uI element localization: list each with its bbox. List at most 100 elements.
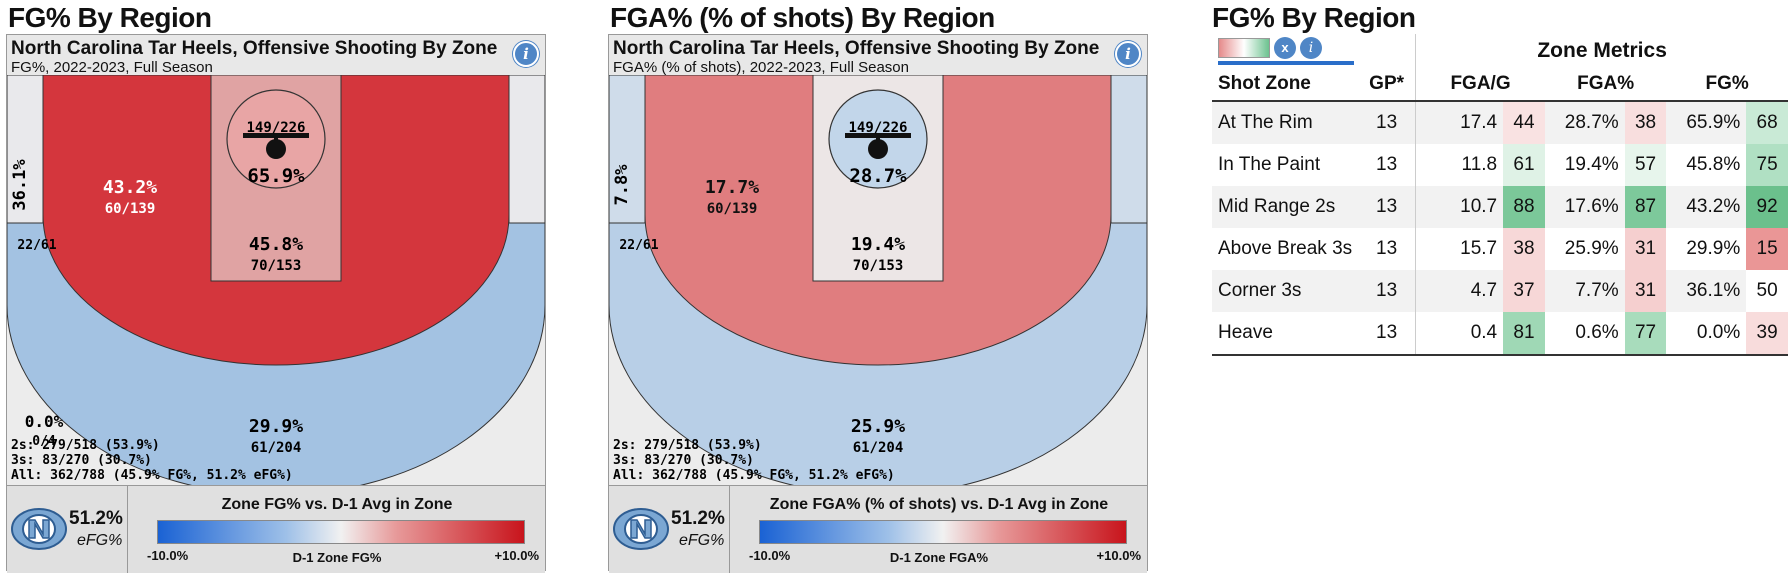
heave-pct-label: 0.0% bbox=[25, 412, 64, 431]
mid-pct-label: 43.2% bbox=[103, 177, 157, 198]
heave-frac-label: 0/4 bbox=[32, 434, 56, 449]
row-zone-cell: Mid Range 2s bbox=[1218, 196, 1336, 217]
table-row: Corner 3s 13 4.7 37 7.7% 31 36.1% 50 bbox=[1212, 270, 1788, 312]
column-header-fga-g[interactable]: FGA/G bbox=[1415, 68, 1545, 102]
table-row: At The Rim 13 17.4 44 28.7% 38 65.9% 68 bbox=[1212, 101, 1788, 144]
row-fg-pct-rank-cell: 50 bbox=[1746, 270, 1788, 312]
team-logo-box: 51.2% eFG% bbox=[609, 486, 730, 573]
team-logo-icon bbox=[11, 508, 67, 550]
court-svg: 149/226 28.7% 19.4% 70/153 17.7% 60/139 7.8% 22… bbox=[609, 75, 1147, 485]
summary-line: All: 362/788 (45.9% FG%, 51.2% eFG%) bbox=[11, 468, 293, 483]
paint-pct-label: 45.8% bbox=[249, 234, 303, 255]
above-break-3-frac-label: 61/204 bbox=[251, 440, 302, 456]
column-header-fg-pct[interactable]: FG% bbox=[1666, 68, 1788, 102]
panel-title: FG% By Region bbox=[8, 2, 212, 33]
above-break-3-pct-label: 29.9% bbox=[249, 416, 303, 437]
row-fga-pct-rank-cell: 38 bbox=[1624, 101, 1667, 144]
info-icon[interactable]: i bbox=[1115, 41, 1141, 67]
column-header-zone[interactable]: Shot Zone bbox=[1212, 68, 1358, 102]
zone-table-wrap: x i Zone Metrics Shot Zone GP* FGA/G FGA… bbox=[1212, 34, 1788, 356]
row-fga-g-rank-cell: 37 bbox=[1503, 270, 1545, 312]
row-fg-pct-rank-cell: 68 bbox=[1746, 101, 1788, 144]
legend-title: Zone FG% vs. D-1 Avg in Zone bbox=[221, 496, 453, 513]
legend-low-label: -10.0% bbox=[147, 548, 189, 563]
legend-mid-label: D-1 Zone FGA% bbox=[889, 550, 989, 565]
team-logo-icon bbox=[613, 508, 669, 550]
summary-line: 2s: 279/518 (53.9%) bbox=[11, 438, 160, 453]
row-zone-cell: In The Paint bbox=[1218, 154, 1321, 175]
row-fg-pct-rank-cell: 75 bbox=[1746, 144, 1788, 186]
close-icon[interactable]: x bbox=[1274, 37, 1296, 59]
row-fga-pct-cell: 0.6% bbox=[1544, 312, 1625, 356]
row-fga-g-cell: 11.8 bbox=[1415, 144, 1504, 186]
mid-frac-label: 60/139 bbox=[105, 201, 156, 217]
row-gp-cell: 13 bbox=[1376, 196, 1398, 217]
efg-value: 51.2% bbox=[69, 508, 123, 529]
rim-pct-label: 65.9% bbox=[247, 165, 305, 187]
legend-gradient-bar bbox=[157, 520, 525, 544]
paint-pct-label: 19.4% bbox=[851, 234, 905, 255]
row-gp-cell: 13 bbox=[1376, 154, 1398, 175]
info-icon[interactable]: i bbox=[1300, 37, 1322, 59]
row-fga-pct-cell: 17.6% bbox=[1564, 196, 1619, 217]
corner-frac-label: 22/61 bbox=[17, 238, 56, 253]
row-fga-g-rank-cell: 38 bbox=[1503, 228, 1545, 270]
paint-frac-label: 70/153 bbox=[853, 258, 904, 274]
shot-chart-fg: North Carolina Tar Heels, Offensive Shoo… bbox=[6, 34, 546, 573]
court-footer: 51.2% eFG% Zone FGA% (% of shots) vs. D-… bbox=[609, 485, 1147, 573]
row-gp-cell: 13 bbox=[1376, 280, 1398, 301]
row-fga-g-cell: 0.4 bbox=[1415, 312, 1504, 356]
paint-frac-label: 70/153 bbox=[251, 258, 302, 274]
legend-mid-label: D-1 Zone FG% bbox=[292, 550, 382, 565]
group-header: Zone Metrics bbox=[1415, 34, 1788, 68]
row-fg-pct-cell: 29.9% bbox=[1686, 238, 1741, 259]
corner-pct-label: 7.8% bbox=[612, 164, 632, 206]
court-header-title: North Carolina Tar Heels, Offensive Shoo… bbox=[11, 38, 498, 59]
row-fg-pct-rank-cell: 15 bbox=[1746, 228, 1788, 270]
above-break-3-frac-label: 61/204 bbox=[853, 440, 904, 456]
table-title: FG% By Region bbox=[1212, 2, 1416, 33]
row-fga-g-rank-cell: 88 bbox=[1503, 186, 1545, 228]
table-controls: x i bbox=[1212, 34, 1416, 68]
active-underline bbox=[1218, 61, 1354, 65]
row-fga-pct-cell: 19.4% bbox=[1564, 154, 1619, 175]
row-fga-pct-cell: 7.7% bbox=[1575, 280, 1619, 301]
row-fg-pct-cell: 65.9% bbox=[1686, 112, 1741, 133]
summary-line: 3s: 83/270 (30.7%) bbox=[613, 453, 754, 468]
court-header: North Carolina Tar Heels, Offensive Shoo… bbox=[7, 35, 545, 76]
summary-line: All: 362/788 (45.9% FG%, 51.2% eFG%) bbox=[613, 468, 895, 483]
rim-frac-label: 149/226 bbox=[246, 120, 305, 136]
court-header-subtitle: FGA% (% of shots), 2022-2023, Full Seaso… bbox=[613, 59, 909, 76]
column-header-fga-pct[interactable]: FGA% bbox=[1544, 68, 1667, 102]
legend-gradient-bar bbox=[759, 520, 1127, 544]
court-header-title: North Carolina Tar Heels, Offensive Shoo… bbox=[613, 38, 1100, 59]
mid-frac-label: 60/139 bbox=[707, 201, 758, 217]
legend-high-label: +10.0% bbox=[1096, 548, 1141, 563]
efg-value: 51.2% bbox=[671, 508, 725, 529]
corner-frac-label: 22/61 bbox=[619, 238, 658, 253]
row-fga-pct-rank-cell: 31 bbox=[1624, 228, 1667, 270]
row-fga-g-rank-cell: 61 bbox=[1503, 144, 1545, 186]
hoop bbox=[868, 139, 888, 159]
row-fg-pct-cell: 36.1% bbox=[1686, 280, 1741, 301]
hoop bbox=[266, 139, 286, 159]
panel-title: FGA% (% of shots) By Region bbox=[610, 2, 995, 33]
mid-pct-label: 17.7% bbox=[705, 177, 759, 198]
rim-pct-label: 28.7% bbox=[849, 165, 907, 187]
table-row: Above Break 3s 13 15.7 38 25.9% 31 29.9% 15 bbox=[1212, 228, 1788, 270]
above-break-3-pct-label: 25.9% bbox=[851, 416, 905, 437]
summary-line: 2s: 279/518 (53.9%) bbox=[613, 438, 762, 453]
row-fga-pct-cell: 25.9% bbox=[1564, 238, 1619, 259]
row-fg-pct-cell: 43.2% bbox=[1686, 196, 1741, 217]
team-logo-box: 51.2% eFG% bbox=[7, 486, 128, 573]
column-header-gp[interactable]: GP* bbox=[1357, 68, 1416, 102]
color-scale-toggle[interactable] bbox=[1218, 38, 1270, 58]
info-icon[interactable]: i bbox=[513, 41, 539, 67]
row-fg-pct-cell: 45.8% bbox=[1686, 154, 1741, 175]
row-fga-g-cell: 10.7 bbox=[1415, 186, 1504, 228]
row-zone-cell: At The Rim bbox=[1218, 112, 1313, 133]
row-zone-cell: Corner 3s bbox=[1218, 280, 1302, 301]
row-zone-cell: Heave bbox=[1212, 312, 1358, 356]
efg-label: eFG% bbox=[77, 532, 123, 549]
zone-corner-3-right bbox=[1110, 75, 1147, 224]
